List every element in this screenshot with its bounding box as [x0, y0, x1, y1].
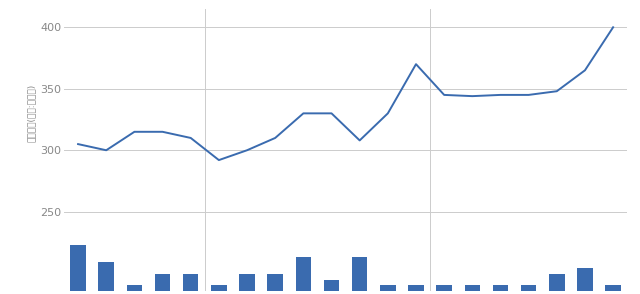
Bar	[127, 285, 142, 291]
Bar	[380, 285, 396, 291]
Bar	[577, 268, 593, 291]
Bar	[211, 285, 227, 291]
Bar	[155, 274, 170, 291]
Bar	[521, 285, 536, 291]
Bar	[70, 245, 86, 291]
Y-axis label: 거래금액(단위:백만원): 거래금액(단위:백만원)	[27, 84, 36, 143]
Bar	[465, 285, 480, 291]
Bar	[268, 274, 283, 291]
Bar	[605, 285, 621, 291]
Bar	[436, 285, 452, 291]
Bar	[493, 285, 508, 291]
Bar	[99, 263, 114, 291]
Bar	[239, 274, 255, 291]
Bar	[549, 274, 564, 291]
Bar	[352, 257, 367, 291]
Bar	[183, 274, 198, 291]
Bar	[408, 285, 424, 291]
Bar	[324, 280, 339, 291]
Bar	[296, 257, 311, 291]
